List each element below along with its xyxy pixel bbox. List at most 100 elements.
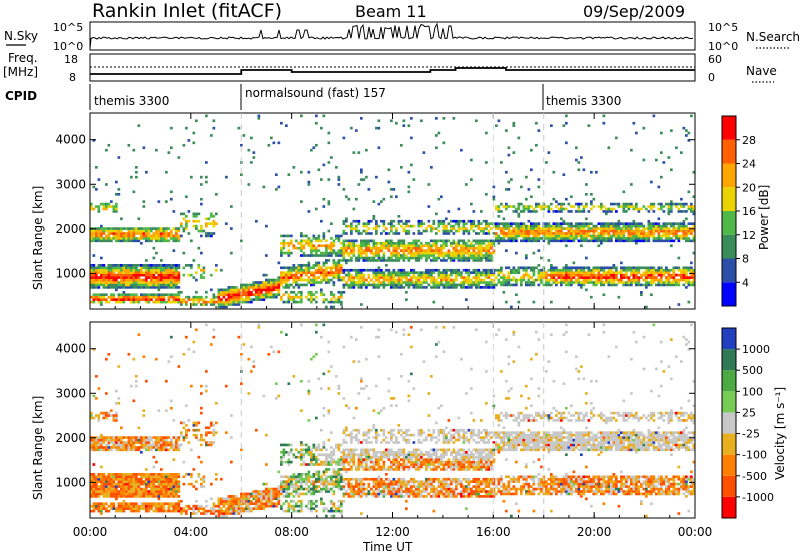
power-cell (515, 281, 518, 284)
power-cell (332, 293, 336, 297)
velocity-cell (120, 495, 123, 498)
power-cell (432, 268, 436, 272)
power-cell (185, 126, 188, 130)
power-cell (505, 278, 508, 282)
power-cell (562, 266, 566, 270)
power-cell (112, 295, 116, 299)
power-cell (282, 281, 286, 284)
power-cell (332, 249, 336, 252)
power-cell (442, 271, 446, 275)
power-cell (157, 295, 161, 299)
velocity-cell (195, 507, 198, 510)
power-cell (277, 290, 281, 294)
power-cell (670, 207, 673, 211)
power-cell (485, 271, 488, 275)
power-cell (115, 298, 118, 301)
power-cell (187, 273, 191, 277)
power-cell (452, 117, 456, 120)
power-cell (600, 278, 603, 282)
power-cell (105, 227, 108, 230)
power-cell (405, 229, 408, 233)
velocity-cell (165, 495, 168, 498)
power-cell (95, 237, 98, 240)
power-cell (227, 288, 231, 292)
power-cell (592, 237, 596, 240)
power-cell (242, 290, 246, 294)
power-cell (442, 256, 446, 260)
velocity-cell (100, 490, 103, 493)
power-cell (332, 251, 336, 255)
velocity-cell (105, 490, 108, 493)
power-cell (210, 134, 213, 137)
velocity-cell (137, 441, 141, 444)
power-cell (627, 283, 631, 287)
velocity-cell (170, 487, 173, 491)
velocity-cell (217, 504, 221, 508)
velocity-cell (170, 335, 173, 339)
power-cell (172, 237, 176, 240)
velocity-cell (95, 490, 98, 493)
power-cell (440, 271, 443, 275)
power-cell (277, 185, 281, 189)
power-cell (625, 229, 628, 233)
power-cell (580, 222, 583, 226)
power-cell (102, 268, 106, 272)
power-cell (440, 251, 443, 255)
velocity-cell (127, 443, 131, 447)
velocity-cell (195, 512, 198, 515)
power-cell (262, 293, 266, 297)
power-cell (132, 273, 136, 277)
velocity-cell (95, 438, 98, 442)
power-cell (132, 264, 136, 267)
power-cell (100, 273, 103, 277)
power-cell (682, 227, 686, 230)
power-cell (270, 290, 273, 294)
power-cell (607, 276, 611, 279)
power-cell (565, 239, 568, 243)
power-cell (162, 298, 166, 301)
velocity-cell (100, 436, 103, 439)
power-cell (172, 298, 176, 301)
power-cell (517, 229, 521, 233)
power-cell (457, 259, 461, 262)
power-cell (660, 268, 663, 272)
power-cell (615, 239, 618, 243)
power-cell (105, 205, 108, 208)
power-cell (392, 286, 396, 289)
power-cell (322, 232, 326, 235)
power-cell (687, 276, 691, 279)
power-cell (512, 278, 516, 282)
power-cell (552, 232, 556, 235)
power-cell (420, 244, 423, 248)
velocity-cell (95, 446, 98, 449)
power-cell (167, 271, 171, 275)
power-cell (675, 281, 678, 284)
power-cell (685, 278, 688, 282)
power-cell (240, 295, 243, 299)
power-cell (307, 237, 311, 240)
power-cell (607, 271, 611, 275)
power-cell (212, 224, 216, 228)
power-cell (607, 224, 611, 228)
power-cell (472, 268, 476, 272)
velocity-cell (122, 502, 126, 506)
velocity-cell (110, 409, 113, 412)
power-cell (502, 290, 506, 294)
velocity-cell (145, 441, 148, 444)
power-cell (112, 286, 116, 289)
power-cell (132, 266, 136, 270)
power-cell (325, 239, 328, 243)
power-cell (657, 229, 661, 233)
power-cell (517, 224, 521, 228)
power-cell (462, 222, 466, 226)
power-cell (550, 234, 553, 238)
power-cell (315, 278, 318, 282)
velocity-cell (152, 475, 156, 479)
power-cell (675, 273, 678, 277)
velocity-cell (130, 507, 133, 510)
power-cell (560, 232, 563, 235)
power-cell (185, 222, 188, 226)
velocity-cell (175, 495, 178, 498)
power-cell (522, 239, 526, 243)
velocity-cell (95, 504, 98, 508)
